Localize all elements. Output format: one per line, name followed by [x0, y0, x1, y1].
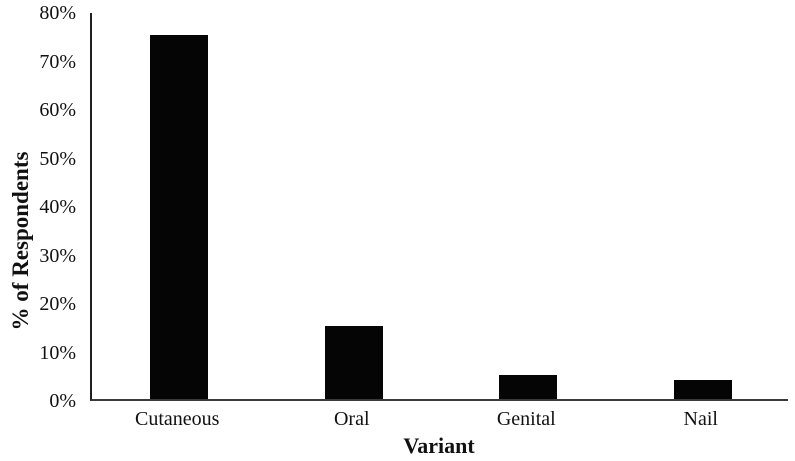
- x-tick-label: Oral: [333, 408, 370, 430]
- y-tick-label: 60%: [39, 99, 76, 121]
- plot-area: [90, 13, 788, 401]
- x-axis-title: Variant: [403, 433, 475, 458]
- y-axis-tick-labels: 0% 10% 20% 30% 40% 50% 60% 70% 80%: [0, 2, 78, 412]
- x-tick-label: Nail: [683, 408, 718, 430]
- bar-oral: [324, 326, 383, 399]
- x-tick-label: Genital: [496, 408, 556, 430]
- y-tick-label: 50%: [39, 147, 76, 170]
- x-tick-label: Cutaneous: [135, 408, 220, 430]
- x-axis-tick-labels: Cutaneous Oral Genital Nail: [90, 406, 788, 432]
- y-tick-label: 40%: [39, 196, 76, 218]
- y-tick-label: 0%: [49, 390, 76, 412]
- bar-cutaneous: [150, 35, 209, 399]
- y-tick-label: 20%: [39, 293, 76, 315]
- y-tick-label: 80%: [39, 2, 76, 24]
- y-tick-label: 30%: [39, 244, 76, 267]
- y-tick-label: 10%: [39, 341, 76, 364]
- y-tick-label: 70%: [39, 50, 76, 73]
- bar-genital: [499, 374, 558, 399]
- bar-nail: [673, 379, 732, 399]
